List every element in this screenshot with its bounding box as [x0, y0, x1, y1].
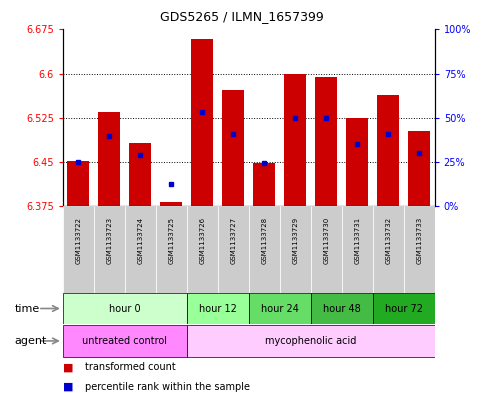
Bar: [254, 163, 275, 206]
Bar: [160, 202, 182, 206]
Text: untreated control: untreated control: [82, 336, 167, 346]
Bar: [408, 131, 430, 206]
Text: GSM1133724: GSM1133724: [137, 217, 143, 264]
Bar: [129, 143, 151, 206]
Text: GSM1133733: GSM1133733: [416, 217, 422, 264]
Text: GSM1133725: GSM1133725: [168, 217, 174, 264]
Bar: [284, 74, 306, 206]
Text: hour 24: hour 24: [261, 303, 298, 314]
Bar: [404, 206, 435, 293]
Bar: [311, 206, 342, 293]
Text: GSM1133730: GSM1133730: [323, 217, 329, 264]
Bar: [94, 206, 125, 293]
Text: GSM1133729: GSM1133729: [292, 217, 298, 264]
Bar: [373, 294, 435, 323]
Text: transformed count: transformed count: [85, 362, 175, 373]
Bar: [249, 294, 311, 323]
Text: GSM1133723: GSM1133723: [106, 217, 112, 264]
Text: GSM1133732: GSM1133732: [385, 217, 391, 264]
Text: hour 0: hour 0: [109, 303, 141, 314]
Bar: [311, 294, 373, 323]
Bar: [68, 161, 89, 206]
Text: time: time: [14, 303, 40, 314]
Text: ■: ■: [63, 362, 73, 373]
Bar: [63, 325, 187, 357]
Bar: [63, 206, 94, 293]
Text: GSM1133727: GSM1133727: [230, 217, 236, 264]
Text: percentile rank within the sample: percentile rank within the sample: [85, 382, 250, 392]
Text: hour 72: hour 72: [384, 303, 423, 314]
Bar: [191, 39, 213, 206]
Bar: [315, 77, 337, 206]
Text: hour 12: hour 12: [199, 303, 237, 314]
Bar: [187, 206, 218, 293]
Bar: [187, 294, 249, 323]
Bar: [280, 206, 311, 293]
Bar: [63, 294, 187, 323]
Bar: [249, 206, 280, 293]
Bar: [187, 325, 435, 357]
Bar: [222, 90, 244, 206]
Text: hour 48: hour 48: [323, 303, 361, 314]
Text: GSM1133731: GSM1133731: [354, 217, 360, 264]
Bar: [342, 206, 373, 293]
Text: GDS5265 / ILMN_1657399: GDS5265 / ILMN_1657399: [159, 10, 324, 23]
Bar: [218, 206, 249, 293]
Text: GSM1133728: GSM1133728: [261, 217, 267, 264]
Bar: [99, 112, 120, 206]
Bar: [373, 206, 404, 293]
Bar: [125, 206, 156, 293]
Bar: [346, 119, 368, 206]
Text: GSM1133726: GSM1133726: [199, 217, 205, 264]
Text: GSM1133722: GSM1133722: [75, 217, 81, 264]
Bar: [377, 95, 399, 206]
Text: agent: agent: [14, 336, 47, 346]
Text: ■: ■: [63, 382, 73, 392]
Bar: [156, 206, 187, 293]
Text: mycophenolic acid: mycophenolic acid: [265, 336, 356, 346]
